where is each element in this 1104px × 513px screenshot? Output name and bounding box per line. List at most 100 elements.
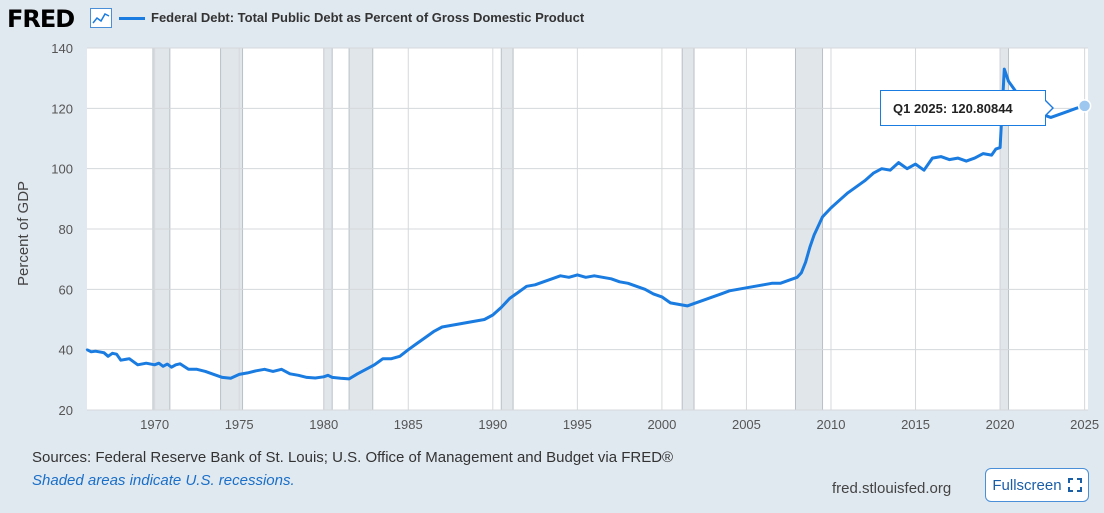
data-point-93[interactable] xyxy=(804,260,807,264)
data-point-44[interactable] xyxy=(398,355,402,358)
data-point-69[interactable] xyxy=(609,277,613,280)
data-point-4[interactable] xyxy=(106,355,110,358)
data-point-107[interactable] xyxy=(901,164,905,167)
data-point-34[interactable] xyxy=(322,375,325,379)
data-point-109[interactable] xyxy=(914,162,917,166)
data-point-9[interactable] xyxy=(136,363,139,366)
data-point-49[interactable] xyxy=(440,325,444,329)
data-point-96[interactable] xyxy=(817,224,820,228)
data-point-59[interactable] xyxy=(525,285,528,288)
data-point-86[interactable] xyxy=(753,285,757,288)
data-point-78[interactable] xyxy=(686,304,689,308)
data-point-108[interactable] xyxy=(905,167,909,170)
data-point-41[interactable] xyxy=(373,363,376,366)
data-point-95[interactable] xyxy=(812,233,816,237)
data-point-84[interactable] xyxy=(736,288,740,291)
data-point-42[interactable] xyxy=(381,357,385,360)
data-point-122[interactable] xyxy=(1007,79,1010,83)
data-point-50[interactable] xyxy=(449,324,452,327)
data-point-83[interactable] xyxy=(728,289,731,293)
data-point-46[interactable] xyxy=(415,342,418,345)
data-point-12[interactable] xyxy=(157,362,161,365)
data-point-119[interactable] xyxy=(994,147,998,151)
data-point-60[interactable] xyxy=(533,283,537,287)
data-point-128[interactable] xyxy=(1049,116,1053,119)
data-point-67[interactable] xyxy=(593,274,596,277)
data-point-106[interactable] xyxy=(897,161,900,164)
data-point-85[interactable] xyxy=(745,286,748,290)
data-point-40[interactable] xyxy=(364,368,368,371)
data-point-27[interactable] xyxy=(263,368,266,371)
data-point-35[interactable] xyxy=(326,374,330,377)
data-point-88[interactable] xyxy=(770,282,774,285)
data-point-92[interactable] xyxy=(800,271,803,274)
data-point-87[interactable] xyxy=(762,283,765,287)
data-point-101[interactable] xyxy=(855,185,858,188)
data-point-17[interactable] xyxy=(178,362,182,366)
data-point-8[interactable] xyxy=(128,357,131,360)
data-point-63[interactable] xyxy=(559,274,562,277)
data-point-1[interactable] xyxy=(90,350,93,353)
data-point-33[interactable] xyxy=(314,376,317,380)
data-point-71[interactable] xyxy=(626,282,630,285)
data-point-131[interactable] xyxy=(1074,107,1078,110)
data-point-80[interactable] xyxy=(702,298,706,302)
data-point-94[interactable] xyxy=(808,245,812,249)
fred-logo[interactable]: FRED xyxy=(7,5,75,33)
data-point-82[interactable] xyxy=(719,292,723,296)
data-point-23[interactable] xyxy=(229,377,232,380)
data-point-97[interactable] xyxy=(821,215,824,219)
data-point-24[interactable] xyxy=(237,373,241,376)
data-point-54[interactable] xyxy=(483,318,486,321)
data-point-62[interactable] xyxy=(550,277,554,280)
data-point-28[interactable] xyxy=(271,370,275,373)
data-point-64[interactable] xyxy=(567,276,571,279)
data-point-10[interactable] xyxy=(144,362,148,365)
data-point-123[interactable] xyxy=(1011,86,1014,89)
data-point-66[interactable] xyxy=(584,276,588,279)
data-point-105[interactable] xyxy=(888,168,892,172)
data-point-56[interactable] xyxy=(500,306,503,309)
data-point-89[interactable] xyxy=(779,282,782,285)
data-point-70[interactable] xyxy=(618,280,621,283)
data-point-103[interactable] xyxy=(872,171,875,175)
data-point-98[interactable] xyxy=(829,206,833,210)
data-point-112[interactable] xyxy=(939,155,943,158)
data-point-72[interactable] xyxy=(635,285,638,288)
data-point-77[interactable] xyxy=(677,303,681,306)
data-point-38[interactable] xyxy=(347,377,351,381)
data-point-31[interactable] xyxy=(297,374,300,377)
data-point-14[interactable] xyxy=(166,362,169,366)
data-point-130[interactable] xyxy=(1066,110,1069,113)
data-point-18[interactable] xyxy=(187,368,190,371)
data-point-104[interactable] xyxy=(880,167,883,170)
data-point-100[interactable] xyxy=(846,191,850,194)
data-point-110[interactable] xyxy=(922,168,926,172)
data-point-0[interactable] xyxy=(85,348,89,351)
data-point-26[interactable] xyxy=(254,369,258,372)
data-point-99[interactable] xyxy=(838,199,841,202)
data-point-111[interactable] xyxy=(931,156,934,160)
data-point-118[interactable] xyxy=(990,153,993,157)
data-point-6[interactable] xyxy=(115,352,118,356)
data-point-52[interactable] xyxy=(466,321,469,324)
data-point-25[interactable] xyxy=(246,371,249,375)
data-point-45[interactable] xyxy=(407,348,410,351)
data-point-53[interactable] xyxy=(474,319,478,323)
data-point-20[interactable] xyxy=(204,370,207,373)
data-point-32[interactable] xyxy=(305,376,309,379)
data-point-11[interactable] xyxy=(153,363,156,366)
data-point-48[interactable] xyxy=(432,330,435,333)
data-point-47[interactable] xyxy=(423,336,427,339)
data-point-30[interactable] xyxy=(288,372,292,375)
data-point-55[interactable] xyxy=(491,313,495,317)
fullscreen-button[interactable]: Fullscreen xyxy=(985,468,1089,502)
data-point-90[interactable] xyxy=(787,279,790,282)
data-point-39[interactable] xyxy=(356,372,359,375)
data-point-65[interactable] xyxy=(576,273,579,277)
data-point-22[interactable] xyxy=(221,376,224,379)
data-point-91[interactable] xyxy=(795,276,799,279)
data-point-61[interactable] xyxy=(542,280,545,283)
data-point-2[interactable] xyxy=(94,349,97,353)
